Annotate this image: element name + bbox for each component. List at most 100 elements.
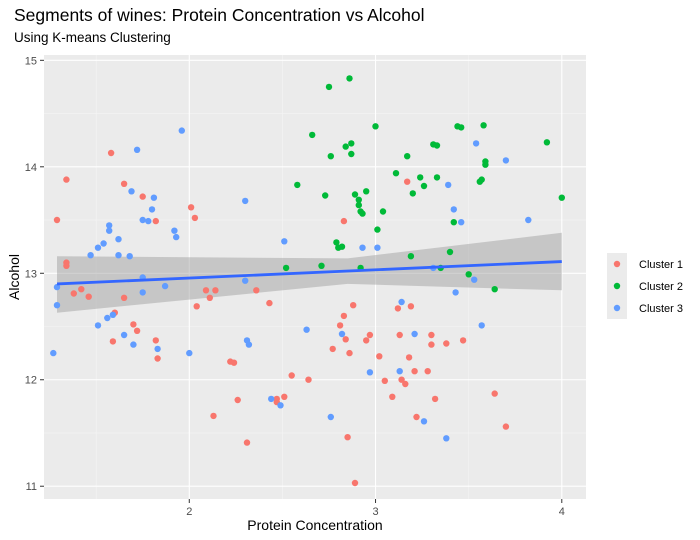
point-cluster-3 <box>145 217 152 225</box>
point-cluster-1 <box>139 193 146 200</box>
point-cluster-1 <box>398 376 405 383</box>
point-cluster-1 <box>78 286 85 293</box>
point-cluster-2 <box>363 188 370 195</box>
point-cluster-3 <box>148 206 156 213</box>
point-cluster-2 <box>491 286 498 293</box>
y-tick-label: 15 <box>25 55 37 67</box>
point-cluster-1 <box>130 321 137 328</box>
point-cluster-1 <box>394 305 402 312</box>
y-axis-title: Alcohol <box>6 254 22 300</box>
point-cluster-2 <box>404 153 411 160</box>
point-cluster-2 <box>480 122 487 129</box>
point-cluster-1 <box>109 338 117 345</box>
point-cluster-2 <box>318 262 325 269</box>
point-cluster-3 <box>242 277 249 284</box>
point-cluster-2 <box>374 226 381 233</box>
point-cluster-1 <box>253 287 260 294</box>
point-cluster-2 <box>446 248 454 256</box>
point-cluster-3 <box>471 276 478 283</box>
point-cluster-1 <box>502 423 510 430</box>
point-cluster-3 <box>94 322 102 329</box>
point-cluster-1 <box>120 294 128 301</box>
legend-label-cluster-3: Cluster 3 <box>639 303 683 315</box>
point-cluster-2 <box>282 264 290 272</box>
point-cluster-2 <box>355 196 362 203</box>
axes: 2 3 4 11 12 13 14 15 <box>25 55 565 518</box>
point-cluster-2 <box>450 219 457 226</box>
point-cluster-3 <box>106 222 113 229</box>
point-cluster-2 <box>417 174 424 181</box>
point-cluster-2 <box>478 176 485 183</box>
point-cluster-1 <box>363 337 370 344</box>
legend-key-cluster-2 <box>613 282 621 290</box>
point-cluster-1 <box>70 290 78 297</box>
point-cluster-1 <box>366 331 374 339</box>
point-cluster-1 <box>381 377 388 384</box>
point-cluster-1 <box>428 341 435 348</box>
point-cluster-1 <box>281 393 288 400</box>
point-cluster-1 <box>53 216 61 224</box>
point-cluster-2 <box>348 140 355 147</box>
point-cluster-2 <box>351 191 359 198</box>
point-cluster-2 <box>355 201 362 209</box>
point-cluster-1 <box>491 390 498 397</box>
point-cluster-2 <box>335 244 342 251</box>
point-cluster-3 <box>268 395 275 403</box>
point-cluster-2 <box>433 142 441 149</box>
point-cluster-1 <box>230 359 238 366</box>
point-cluster-1 <box>376 353 383 360</box>
point-cluster-2 <box>342 143 349 150</box>
point-cluster-1 <box>120 180 128 187</box>
point-cluster-1 <box>133 327 141 334</box>
point-cluster-1 <box>413 413 420 421</box>
point-cluster-1 <box>350 302 357 309</box>
legend-key-cluster-3 <box>613 304 621 312</box>
point-cluster-3 <box>277 402 284 409</box>
point-cluster-1 <box>402 380 409 388</box>
trend-line-layer <box>56 260 562 286</box>
point-cluster-1 <box>305 376 312 383</box>
point-cluster-3 <box>109 311 117 318</box>
point-cluster-2 <box>348 150 355 158</box>
point-cluster-2 <box>294 181 301 189</box>
y-tick-label: 13 <box>25 268 37 280</box>
point-cluster-1 <box>329 345 336 353</box>
point-cluster-1 <box>193 303 200 310</box>
point-cluster-1 <box>340 312 348 320</box>
point-cluster-1 <box>336 322 344 329</box>
point-cluster-1 <box>206 294 213 301</box>
point-cluster-1 <box>431 395 439 403</box>
point-cluster-1 <box>63 262 70 269</box>
point-cluster-1 <box>342 336 349 343</box>
point-cluster-2 <box>309 131 316 139</box>
point-cluster-1 <box>351 479 359 487</box>
point-cluster-1 <box>187 204 195 211</box>
point-cluster-3 <box>133 146 141 153</box>
legend-label-cluster-1: Cluster 1 <box>639 259 683 271</box>
point-cluster-1 <box>154 355 161 362</box>
point-cluster-2 <box>409 190 416 197</box>
point-cluster-3 <box>53 283 61 291</box>
point-cluster-1 <box>191 214 199 222</box>
point-cluster-3 <box>478 322 485 329</box>
point-cluster-3 <box>472 140 480 147</box>
point-cluster-2 <box>322 192 329 199</box>
point-cluster-3 <box>525 216 532 224</box>
x-tick-label: 4 <box>559 506 565 518</box>
point-cluster-3 <box>366 369 374 376</box>
point-cluster-3 <box>120 331 128 339</box>
point-cluster-2 <box>558 194 565 201</box>
point-cluster-3 <box>104 314 111 322</box>
point-cluster-1 <box>443 340 450 347</box>
point-cluster-3 <box>150 194 158 201</box>
point-cluster-3 <box>245 341 253 348</box>
point-cluster-1 <box>389 393 396 400</box>
point-cluster-3 <box>452 289 459 296</box>
point-cluster-1 <box>411 368 418 375</box>
plot-panel <box>44 55 586 499</box>
point-cluster-2 <box>482 161 489 168</box>
point-cluster-3 <box>139 216 146 224</box>
point-cluster-3 <box>396 368 403 375</box>
point-cluster-3 <box>128 188 135 195</box>
